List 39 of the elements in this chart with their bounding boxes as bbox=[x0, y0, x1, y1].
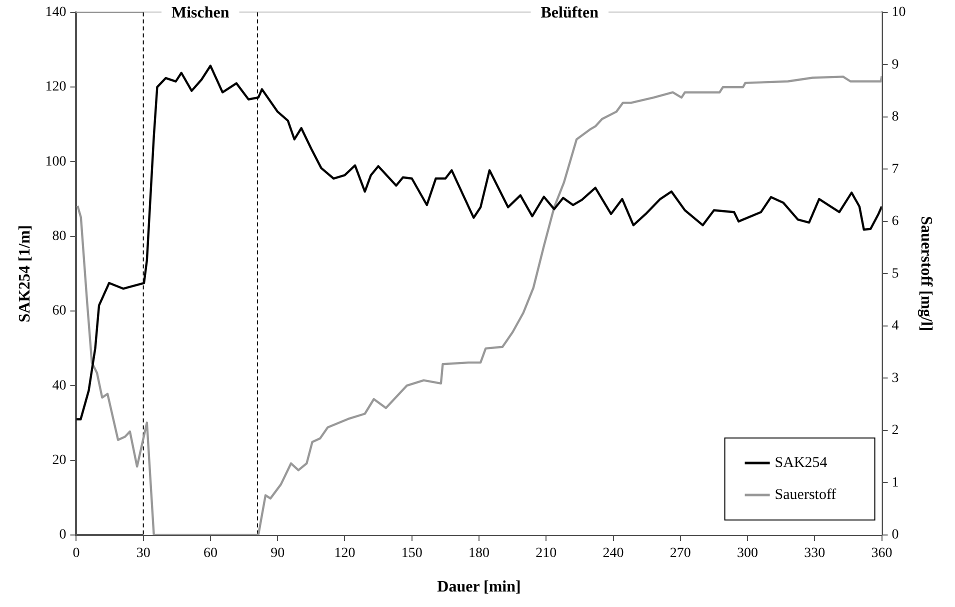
x-tick-label: 240 bbox=[602, 546, 624, 562]
legend-label: Sauerstoff bbox=[774, 486, 836, 503]
y-tick-label: 60 bbox=[52, 304, 66, 319]
y-tick-label: 80 bbox=[52, 229, 66, 244]
x-tick-label: 180 bbox=[468, 546, 490, 562]
legend-label: SAK254 bbox=[774, 454, 828, 471]
y-tick-label: 140 bbox=[45, 5, 66, 20]
x-tick-label: 30 bbox=[136, 546, 150, 562]
x-tick-label: 360 bbox=[871, 546, 892, 562]
y-tick-label: 20 bbox=[52, 453, 66, 468]
y-tick-label: 100 bbox=[45, 154, 66, 170]
x-tick-label: 120 bbox=[334, 546, 356, 562]
y2-tick-label: 1 bbox=[892, 475, 899, 490]
band-label: Belüften bbox=[540, 4, 599, 22]
y-axis-title: SAK254 [1/m] bbox=[16, 225, 34, 322]
x-tick-label: 0 bbox=[72, 546, 80, 562]
y2-tick-label: 10 bbox=[892, 5, 906, 20]
y-tick-label: 120 bbox=[45, 80, 66, 95]
y2-tick-label: 6 bbox=[892, 214, 899, 230]
x-tick-label: 300 bbox=[737, 546, 758, 562]
x-tick-label: 330 bbox=[804, 546, 826, 562]
y2-tick-label: 4 bbox=[892, 318, 899, 334]
band-label: Mischen bbox=[172, 4, 230, 22]
x-tick-label: 90 bbox=[270, 546, 285, 562]
y2-tick-label: 9 bbox=[892, 57, 899, 72]
y2-tick-label: 2 bbox=[892, 423, 899, 438]
y-tick-label: 0 bbox=[59, 528, 66, 543]
y2-tick-label: 5 bbox=[892, 266, 899, 282]
y2-tick-label: 0 bbox=[892, 528, 899, 543]
x-tick-label: 210 bbox=[536, 546, 557, 562]
y2-tick-label: 7 bbox=[892, 162, 899, 177]
x-axis-title: Dauer [min] bbox=[437, 578, 521, 596]
y2-tick-label: 8 bbox=[892, 110, 899, 125]
y2-axis-title: Sauerstoff [mg/l] bbox=[917, 216, 934, 332]
y2-tick-label: 3 bbox=[892, 370, 899, 386]
x-tick-label: 270 bbox=[670, 546, 691, 562]
x-tick-label: 150 bbox=[401, 546, 422, 562]
y-tick-label: 40 bbox=[52, 378, 66, 394]
x-tick-label: 60 bbox=[203, 546, 218, 562]
